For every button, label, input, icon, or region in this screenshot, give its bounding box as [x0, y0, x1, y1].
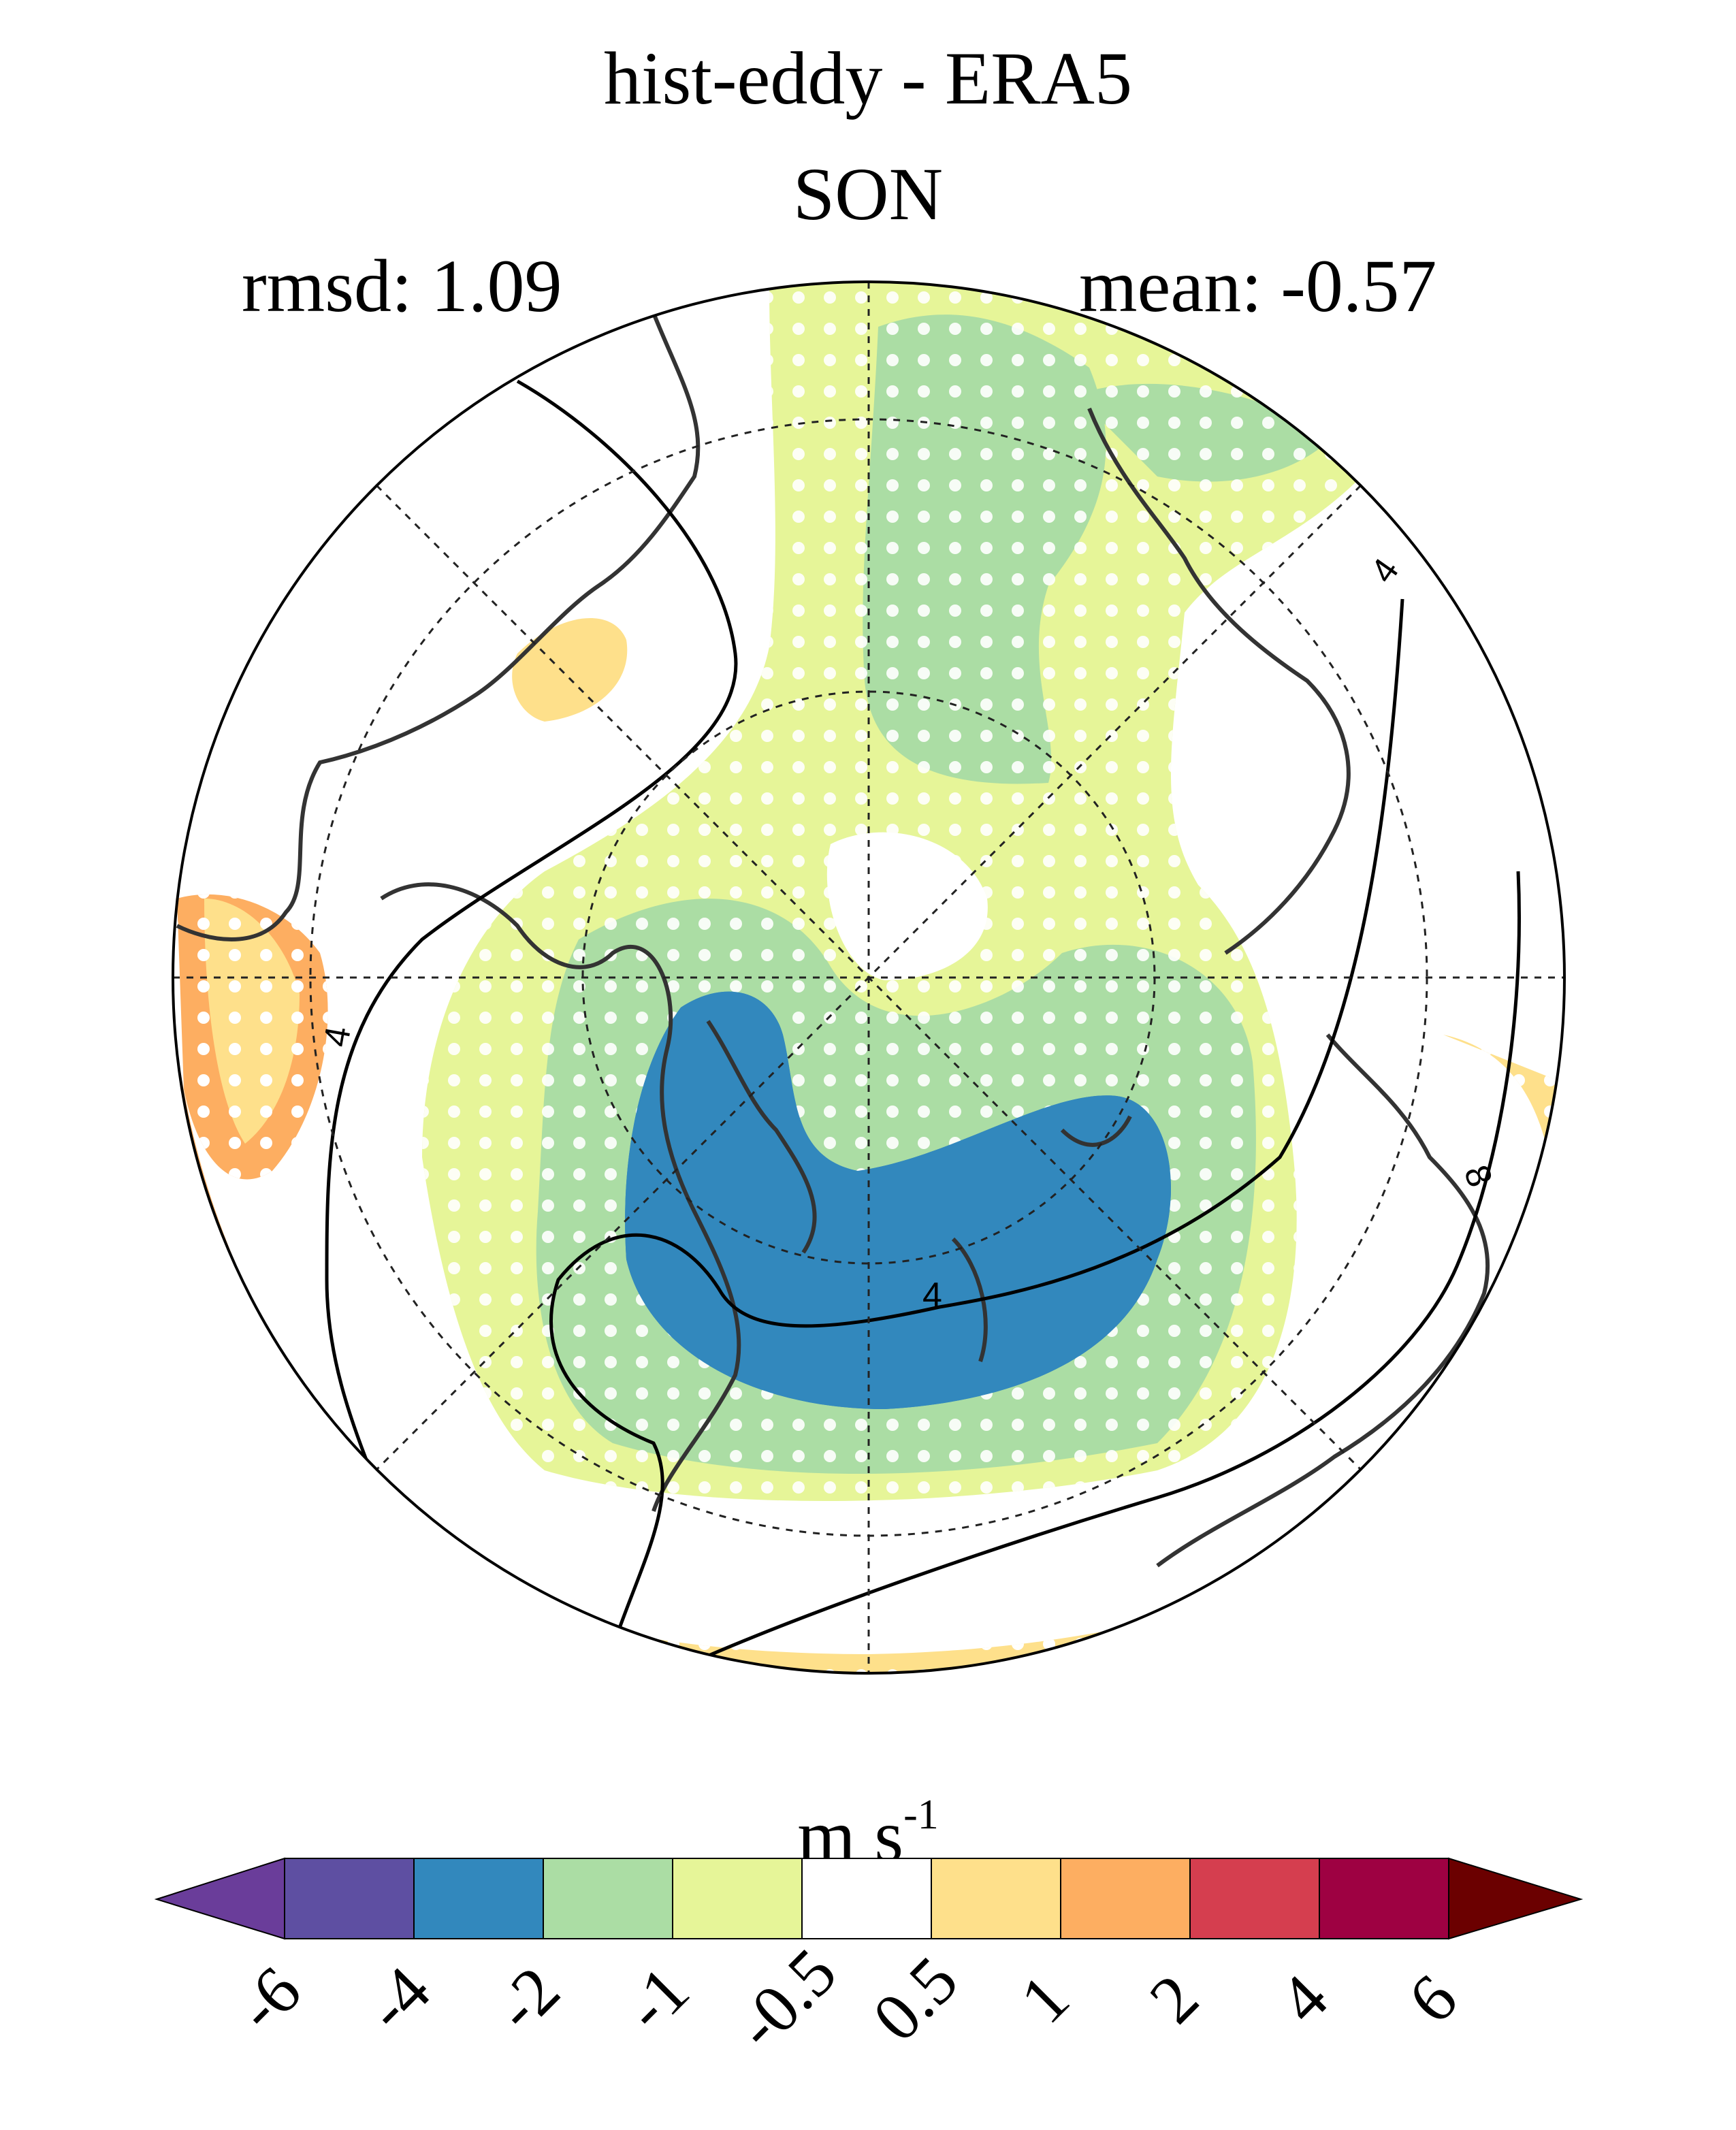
colorbar-segment-4: [672, 1858, 803, 1939]
colorbar-segment-6: [931, 1858, 1061, 1939]
tick-label: -4: [351, 1952, 445, 2046]
tick-label: -6: [222, 1952, 315, 2046]
mean-label: mean: -0.57: [1079, 244, 1437, 327]
colorbar-segment-2: [413, 1858, 544, 1939]
colorbar-left-extension: [154, 1857, 285, 1940]
map-title: hist-eddy - ERA5: [603, 37, 1132, 120]
tick-label: -0.5: [721, 1934, 850, 2063]
colorbar: -6 -4 -2 -1 -0.5 0.5 1 2 4 6: [154, 1857, 1584, 2064]
tick-label: 0.5: [858, 1942, 972, 2056]
colorbar-segment-9: [1319, 1858, 1449, 1939]
tick-label: 6: [1394, 1960, 1471, 2037]
colorbar-segment-8: [1189, 1858, 1320, 1939]
tick-label: -2: [481, 1952, 574, 2046]
contour-label-4-c: 4: [922, 1276, 942, 1315]
tick-label: -1: [610, 1952, 703, 2046]
coastlines: [176, 312, 1490, 1568]
season-label: SON: [792, 152, 944, 236]
tick-label: 1: [1006, 1960, 1083, 2037]
tick-label: 4: [1264, 1960, 1342, 2037]
colorbar-segment-5: [801, 1858, 932, 1939]
colorbar-segment-3: [543, 1858, 673, 1939]
tick-label: 2: [1135, 1960, 1212, 2037]
graticule: [173, 282, 1564, 1673]
colorbar-segment-1: [284, 1858, 415, 1939]
rmsd-label: rmsd: 1.09: [242, 244, 562, 327]
wind-contours: [325, 379, 1521, 1670]
map-border: [172, 280, 1566, 1675]
polar-map: 4 4 4 8: [172, 280, 1566, 1675]
colorbar-right-extension: [1448, 1857, 1584, 1940]
colorbar-segment-7: [1060, 1858, 1191, 1939]
